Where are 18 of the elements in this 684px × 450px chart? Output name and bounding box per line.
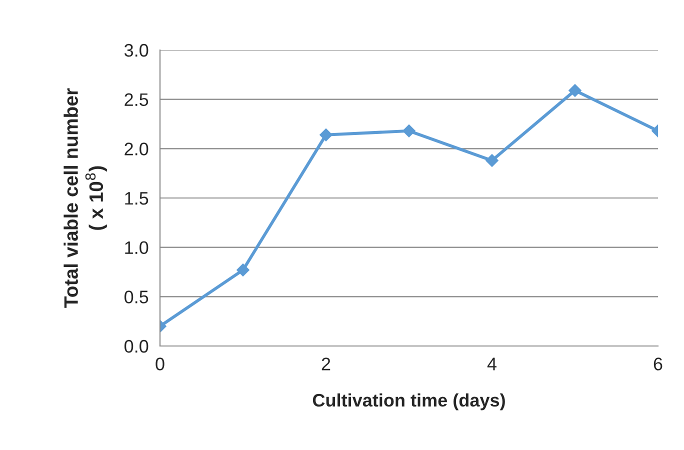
- point: [320, 128, 332, 142]
- x-tick-label: 0: [156, 358, 164, 370]
- y-tick-label: 1.0: [125, 241, 148, 254]
- y-tick-label: 2.5: [124, 93, 148, 106]
- x-tick-label: 4: [487, 358, 496, 370]
- point: [402, 124, 416, 138]
- point: [236, 264, 250, 276]
- point: [568, 84, 582, 97]
- x-axis-title: Cultivation time (days): [312, 393, 505, 410]
- y-axis-title: Total viable cell number ( x 10$^{8}$): [64, 88, 107, 308]
- y-tick-label: 0.0: [124, 340, 148, 353]
- point: [486, 154, 498, 167]
- x-tick-label: 6: [654, 358, 662, 370]
- y-tick-label: 3.0: [124, 44, 148, 57]
- y-tick-label: 0.5: [124, 290, 148, 304]
- x-tick-label: 2: [322, 358, 330, 370]
- y-tick-label: 1.5: [125, 192, 148, 205]
- y-tick-label: 2.0: [124, 142, 148, 156]
